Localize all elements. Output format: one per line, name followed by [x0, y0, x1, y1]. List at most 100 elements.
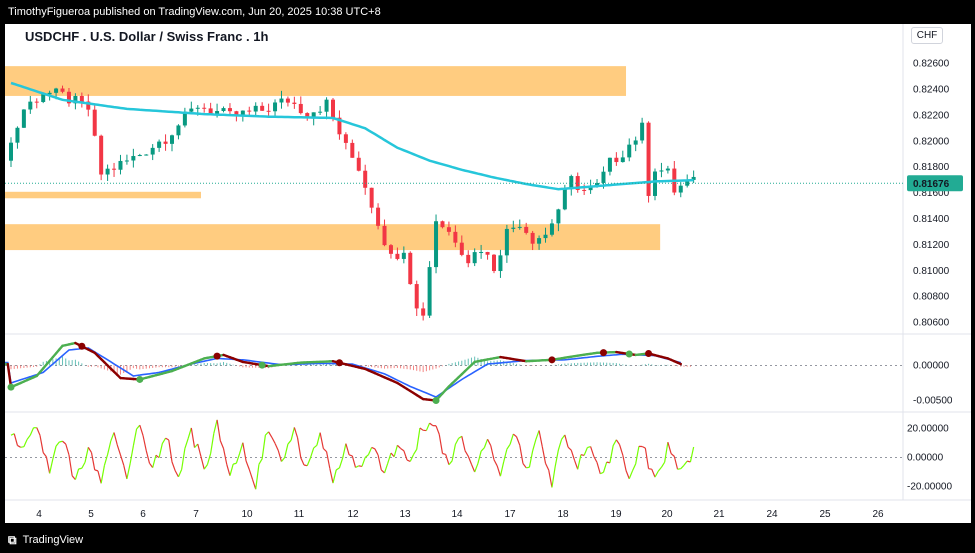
oscillator-segment: [255, 464, 260, 490]
price-tick-label: 0.80800: [913, 292, 950, 303]
oscillator-segment: [483, 438, 489, 448]
oscillator-segment: [438, 434, 444, 454]
candle-body: [582, 189, 587, 191]
candle-body: [137, 155, 142, 157]
candle-body: [562, 188, 567, 210]
candle-body: [195, 107, 200, 109]
oscillator-segment: [36, 427, 41, 436]
date-tick-label: 6: [140, 509, 146, 520]
macd-cross-dot: [599, 349, 607, 357]
footer-bar: ⧉ TradingView: [0, 527, 975, 553]
candle-body: [92, 109, 97, 136]
date-tick-label: 19: [610, 509, 622, 520]
candle-body: [266, 110, 271, 112]
candle-body: [170, 135, 174, 144]
date-tick-label: 21: [713, 509, 725, 520]
candle-body: [517, 226, 522, 228]
oscillator-segment: [641, 445, 646, 449]
oscillator-segment: [496, 465, 502, 477]
oscillator-segment: [526, 466, 530, 469]
oscillator-segment: [110, 432, 115, 442]
oscillator-segment: [206, 453, 212, 465]
candle-body: [118, 160, 123, 170]
oscillator-segment: [264, 431, 270, 436]
candle-body: [646, 122, 651, 196]
candle-body: [163, 141, 168, 144]
macd-cross-dot: [645, 350, 653, 358]
current-price-badge: [907, 175, 963, 192]
oscillator-segment: [387, 452, 392, 464]
oscillator-segment: [396, 444, 402, 449]
chart-frame[interactable]: 0.82600 0.82400 0.82200 0.82000 0.81800 0.816…: [5, 24, 971, 523]
chart-canvas[interactable]: 0.82600 0.82400 0.82200 0.82000 0.81800 0.816…: [5, 24, 971, 523]
oscillator-segment: [325, 451, 331, 469]
oscillator-segment: [573, 460, 579, 470]
oscillator-segment: [194, 443, 199, 449]
candle-body: [144, 154, 149, 156]
candle-body: [678, 185, 683, 193]
oscillator-segment: [635, 446, 640, 464]
oscillator-segment: [281, 457, 286, 462]
oscillator-segment: [84, 447, 89, 463]
oscillator-segment: [55, 441, 60, 447]
price-tick-label: 0.81800: [913, 162, 950, 173]
oscillator-segment: [477, 451, 482, 464]
oscillator-tick-label: 20.00000: [907, 423, 949, 434]
candle-body: [298, 103, 303, 114]
moving-average-line: [10, 81, 694, 191]
candle-body: [150, 147, 155, 155]
oscillator-segment: [148, 462, 154, 469]
candle-body: [653, 171, 657, 196]
macd-tick-label: -0.00500: [913, 395, 953, 406]
oscillator-segment: [226, 464, 231, 476]
candle-body: [453, 231, 458, 243]
oscillator-segment: [628, 470, 634, 479]
oscillator-segment: [461, 436, 466, 451]
oscillator-segment: [49, 458, 54, 474]
oscillator-segment: [442, 452, 446, 455]
oscillator-segment: [602, 461, 608, 473]
oscillator-segment: [62, 440, 67, 445]
oscillator-segment: [271, 436, 276, 444]
symbol-legend[interactable]: USDCHF . U.S. Dollar / Swiss Franc . 1h: [25, 29, 269, 44]
oscillator-segment: [219, 440, 225, 449]
candle-body: [446, 227, 451, 232]
oscillator-segment: [551, 466, 556, 488]
oscillator-segment: [673, 456, 679, 470]
candle-body: [47, 92, 52, 95]
candle-body: [60, 88, 65, 92]
macd-cross-dot: [258, 361, 266, 369]
macd-cross-dot: [213, 352, 221, 360]
date-tick-label: 10: [241, 509, 253, 520]
candle-body: [382, 225, 387, 246]
oscillator-segment: [644, 447, 650, 469]
oscillator-segment: [474, 463, 479, 473]
candle-body: [627, 144, 632, 158]
oscillator-segment: [651, 468, 656, 478]
candle-body: [73, 95, 78, 104]
oscillator-segment: [664, 442, 669, 463]
candle-body: [376, 207, 381, 226]
footer-brand[interactable]: TradingView: [22, 534, 84, 546]
oscillator-segment: [290, 427, 295, 441]
tradingview-logo-icon[interactable]: ⧉: [8, 533, 17, 547]
candle-body: [292, 102, 297, 104]
candle-body: [253, 105, 258, 112]
oscillator-segment: [519, 445, 524, 464]
oscillator-segment: [17, 444, 21, 448]
oscillator-segment: [355, 465, 360, 469]
oscillator-segment: [564, 434, 569, 448]
macd-cross-dot: [625, 350, 633, 358]
oscillator-segment: [39, 435, 44, 453]
candle-body: [504, 228, 509, 256]
oscillator-segment: [654, 470, 659, 478]
oscillator-segment: [29, 427, 35, 436]
currency-selector[interactable]: CHF: [911, 27, 943, 44]
oscillator-segment: [74, 468, 80, 480]
oscillator-segment: [480, 447, 485, 452]
oscillator-segment: [45, 456, 51, 474]
oscillator-segment: [174, 470, 179, 478]
oscillator-segment: [145, 450, 151, 464]
oscillator-segment: [470, 464, 476, 473]
oscillator-segment: [113, 432, 118, 446]
